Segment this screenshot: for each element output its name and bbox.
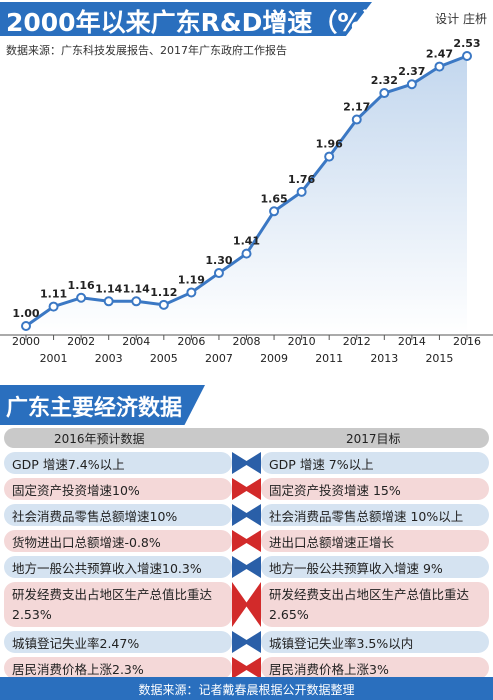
x-tick-label: 2013 [370, 352, 398, 365]
x-tick-label: 2014 [398, 335, 426, 348]
chart-point [131, 296, 142, 307]
chart-point [48, 301, 59, 312]
chart-point [186, 287, 197, 298]
row-2017-target: 居民消费价格上涨3% [261, 657, 489, 679]
bowtie-connector-icon [232, 631, 261, 653]
table-row: 地方一般公共预算收入增速10.3% 地方一般公共预算收入增速 9% [4, 556, 489, 578]
bowtie-connector-icon [232, 582, 261, 627]
chart-point [296, 186, 307, 197]
chart-title: 2000年以来广东R&D增速（%） [6, 8, 388, 37]
chart-value-label: 1.41 [233, 235, 260, 248]
section2-title-bar: 广东主要经济数据 [0, 385, 493, 425]
row-2016-value: 研发经费支出占地区生产总值比重达 2.53% [4, 582, 232, 627]
table-row: 居民消费价格上涨2.3% 居民消费价格上涨3% [4, 657, 489, 679]
header-2016: 2016年预计数据 [54, 432, 145, 446]
chart-value-label: 2.32 [371, 74, 398, 87]
chart-value-label: 2.17 [343, 101, 370, 114]
chart-value-label: 1.11 [40, 288, 67, 301]
chart-source: 数据来源：广东科技发展报告、2017年广东政府工作报告 [6, 44, 287, 57]
row-2016-value: 社会消费品零售总额增速10% [4, 504, 232, 526]
row-2016-value: 城镇登记失业率2.47% [4, 631, 232, 653]
x-tick-label: 2002 [67, 335, 95, 348]
chart-value-label: 1.14 [95, 282, 122, 295]
chart-area-fill [26, 56, 467, 335]
chart-point [213, 268, 224, 279]
chart-point [158, 299, 169, 310]
section2-title-tab [0, 385, 205, 425]
footer-source: 数据来源：记者戴春晨根据公开数据整理 [138, 683, 355, 697]
row-2017-target: 进出口总额增速正增长 [261, 530, 489, 552]
table-row: 社会消费品零售总额增速10% 社会消费品零售总额增速 10%以上 [4, 504, 489, 526]
chart-point [103, 296, 114, 307]
chart-value-label: 1.00 [12, 307, 39, 320]
x-tick-label: 2016 [453, 335, 481, 348]
x-tick-label: 2001 [40, 352, 68, 365]
title-tab [0, 2, 372, 36]
chart-value-label: 1.19 [178, 273, 205, 286]
chart-point [21, 321, 31, 331]
table-row: GDP 增速7.4%以上 GDP 增速 7%以上 [4, 452, 489, 474]
x-tick-label: 2005 [150, 352, 178, 365]
rd-growth-chart: 1.001.111.16 1.14 1.14 1.121.191.301.411.65… [0, 37, 493, 365]
row-2016-value: GDP 增速7.4%以上 [4, 452, 232, 474]
bowtie-connector-icon [232, 556, 261, 578]
bowtie-connector-icon [232, 504, 261, 526]
x-tick-label: 2003 [95, 352, 123, 365]
x-tick-label: 2009 [260, 352, 288, 365]
title-bar: 2000年以来广东R&D增速（%） 设计 庄枡 [0, 0, 493, 38]
table-header: 2016年预计数据 2017目标 [4, 428, 489, 448]
chart-value-label: 2.37 [398, 65, 425, 78]
chart-point [379, 88, 390, 99]
chart-value-label: 1.14 [123, 282, 150, 295]
bowtie-connector-icon [232, 478, 261, 500]
x-tick-label: 2000 [12, 335, 40, 348]
row-2017-target: 社会消费品零售总额增速 10%以上 [261, 504, 489, 526]
chart-point [434, 61, 445, 72]
x-tick-label: 2008 [233, 335, 261, 348]
x-tick-label: 2004 [122, 335, 150, 348]
x-tick-label: 2012 [343, 335, 371, 348]
table-row: 货物进出口总额增速-0.8% 进出口总额增速正增长 [4, 530, 489, 552]
chart-point [406, 79, 417, 90]
x-tick-label: 2006 [177, 335, 205, 348]
chart-value-label: 2.47 [426, 48, 453, 61]
section2-title: 广东主要经济数据 [6, 396, 183, 421]
x-tick-label: 2015 [425, 352, 453, 365]
x-tick-label: 2007 [205, 352, 233, 365]
row-2016-value: 地方一般公共预算收入增速10.3% [4, 556, 232, 578]
chart-point [462, 51, 472, 61]
chart-value-label: 1.12 [150, 286, 177, 299]
row-2016-value: 居民消费价格上涨2.3% [4, 657, 232, 679]
row-2017-target: 固定资产投资增速 15% [261, 478, 489, 500]
chart-value-label: 1.65 [260, 192, 287, 205]
chart-point [76, 292, 87, 303]
chart-value-label: 1.96 [316, 138, 343, 151]
designer-credit: 设计 庄枡 [435, 12, 487, 26]
chart-value-label: 2.53 [453, 37, 480, 50]
table-row: 固定资产投资增速10% 固定资产投资增速 15% [4, 478, 489, 500]
chart-point [351, 114, 362, 125]
row-2016-value: 货物进出口总额增速-0.8% [4, 530, 232, 552]
bowtie-connector-icon [232, 452, 261, 474]
x-tick-label: 2010 [288, 335, 316, 348]
chart-point [269, 206, 280, 217]
row-2017-target: 城镇登记失业率3.5%以内 [261, 631, 489, 653]
row-2017-target: 地方一般公共预算收入增速 9% [261, 556, 489, 578]
footer-source-bar: 数据来源：记者戴春晨根据公开数据整理 [0, 677, 493, 700]
table-row: 研发经费支出占地区生产总值比重达 2.53% 研发经费支出占地区生产总值比重达2.… [4, 582, 489, 627]
bowtie-connector-icon [232, 657, 261, 679]
chart-value-label: 1.16 [68, 279, 95, 292]
bowtie-connector-icon [232, 530, 261, 552]
chart-point [241, 248, 252, 259]
row-2017-target: GDP 增速 7%以上 [261, 452, 489, 474]
row-2016-value: 固定资产投资增速10% [4, 478, 232, 500]
table-row: 城镇登记失业率2.47% 城镇登记失业率3.5%以内 [4, 631, 489, 653]
x-tick-label: 2011 [315, 352, 343, 365]
chart-value-label: 1.76 [288, 173, 315, 186]
header-2017: 2017目标 [346, 432, 401, 446]
chart-value-label: 1.30 [205, 254, 232, 267]
chart-point [324, 151, 335, 162]
row-2017-target: 研发经费支出占地区生产总值比重达2.65% [261, 582, 489, 627]
